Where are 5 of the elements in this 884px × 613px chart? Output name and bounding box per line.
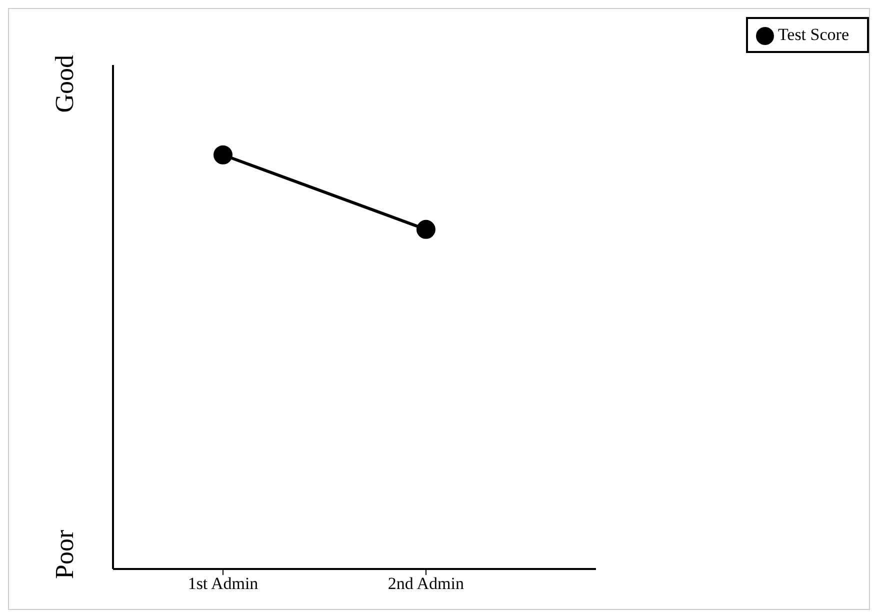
x-tick-label: 2nd Admin — [388, 574, 464, 594]
text: Poor — [50, 528, 80, 579]
text: Good — [50, 55, 80, 115]
x-tick-label: 1st Admin — [188, 574, 259, 594]
legend-label: Test Score — [778, 25, 849, 44]
